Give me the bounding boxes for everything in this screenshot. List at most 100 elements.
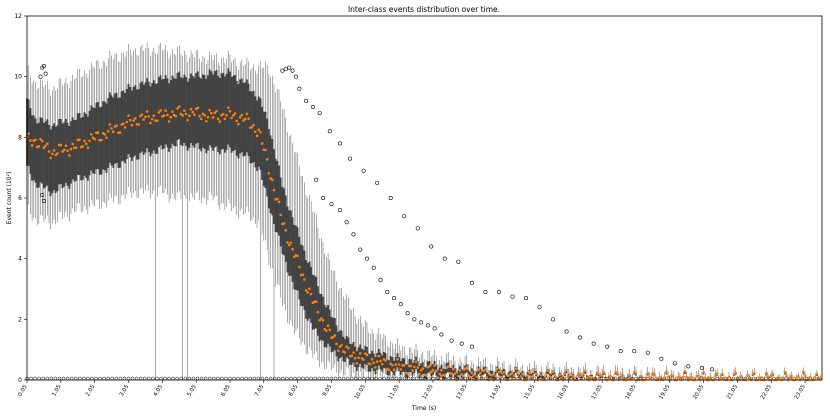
- outlier-point: [350, 376, 354, 381]
- outlier-point: [427, 376, 431, 381]
- box: [386, 359, 389, 375]
- box: [146, 78, 148, 149]
- outlier-point: [414, 376, 419, 381]
- outlier-point: [41, 64, 46, 69]
- outlier-point: [171, 376, 175, 381]
- box: [68, 126, 71, 189]
- median-point: [421, 367, 425, 370]
- x-tick-label: 23.05: [794, 384, 807, 401]
- box: [41, 118, 44, 184]
- box: [46, 119, 49, 186]
- outlier-point: [523, 296, 528, 301]
- median-point: [443, 374, 447, 377]
- x-tick-label: 18.05: [625, 384, 638, 401]
- outlier-point: [41, 199, 46, 204]
- outlier-point: [220, 376, 224, 381]
- box: [149, 86, 152, 157]
- median-point: [27, 132, 30, 135]
- box: [217, 76, 219, 153]
- median-point: [37, 145, 41, 148]
- median-point: [174, 114, 178, 118]
- outlier-point: [699, 365, 704, 370]
- outlier-point: [370, 376, 374, 381]
- median-point: [323, 327, 327, 331]
- outlier-point: [459, 376, 464, 381]
- outlier-point: [439, 376, 443, 381]
- median-point: [409, 364, 413, 368]
- median-point: [66, 149, 69, 153]
- box: [188, 78, 191, 148]
- median-point: [213, 111, 217, 115]
- outlier-point: [82, 376, 86, 381]
- median-point: [237, 122, 240, 126]
- box: [335, 325, 338, 357]
- median-point: [301, 273, 305, 276]
- outlier-point: [751, 376, 756, 381]
- median-point: [808, 375, 812, 379]
- median-point: [453, 372, 457, 376]
- box: [252, 90, 255, 163]
- median-point: [127, 114, 130, 117]
- median-point: [514, 367, 518, 371]
- median-point: [414, 360, 418, 364]
- median-point: [145, 110, 149, 113]
- median-point: [639, 375, 643, 378]
- median-point: [184, 112, 188, 116]
- outlier-point: [378, 277, 383, 282]
- outlier-point: [469, 344, 474, 349]
- median-point: [484, 368, 487, 371]
- box: [53, 123, 55, 191]
- median-point: [424, 373, 428, 377]
- outlier-point: [672, 361, 677, 366]
- x-tick-label: 3.05: [119, 384, 131, 398]
- box: [81, 116, 84, 180]
- median-point: [666, 375, 670, 379]
- box: [342, 336, 345, 362]
- median-point: [451, 367, 455, 371]
- outlier-point: [447, 376, 451, 381]
- median-point: [450, 372, 453, 375]
- x-tick-label: 4.05: [153, 384, 165, 398]
- x-tick-label: 11.05: [388, 384, 401, 401]
- outlier-point: [358, 247, 363, 252]
- x-tick-label: 19.05: [658, 384, 671, 401]
- box: [296, 227, 299, 291]
- median-point: [144, 115, 147, 119]
- median-point: [697, 374, 700, 377]
- median-point: [336, 349, 340, 352]
- outlier-point: [551, 317, 556, 322]
- median-point: [494, 375, 497, 378]
- x-tick-label: 17.05: [591, 384, 604, 401]
- box: [334, 318, 336, 351]
- median-point: [419, 369, 423, 372]
- box: [80, 117, 82, 181]
- box: [354, 346, 356, 367]
- outlier-point: [207, 376, 212, 381]
- box: [32, 115, 35, 181]
- box: [125, 89, 128, 160]
- median-point: [747, 377, 751, 380]
- outlier-point: [199, 376, 204, 381]
- median-point: [125, 120, 129, 124]
- outlier-point: [40, 192, 45, 197]
- median-point: [702, 370, 705, 374]
- median-point: [84, 142, 88, 146]
- box: [229, 71, 231, 148]
- outlier-point: [290, 68, 295, 73]
- median-point: [139, 114, 142, 118]
- box: [350, 344, 353, 365]
- median-point: [225, 113, 228, 117]
- y-axis-label: Event count (10²): [6, 172, 13, 225]
- x-axis-label: Time (s): [411, 405, 436, 412]
- median-point: [316, 310, 320, 314]
- outlier-point: [329, 376, 334, 381]
- box: [283, 188, 285, 256]
- outlier-point: [618, 349, 623, 354]
- median-point: [177, 105, 181, 108]
- outlier-point: [392, 296, 397, 301]
- median-point: [551, 370, 555, 374]
- outlier-point: [195, 376, 200, 381]
- box: [411, 362, 414, 376]
- outlier-point: [252, 376, 257, 381]
- box: [34, 118, 37, 183]
